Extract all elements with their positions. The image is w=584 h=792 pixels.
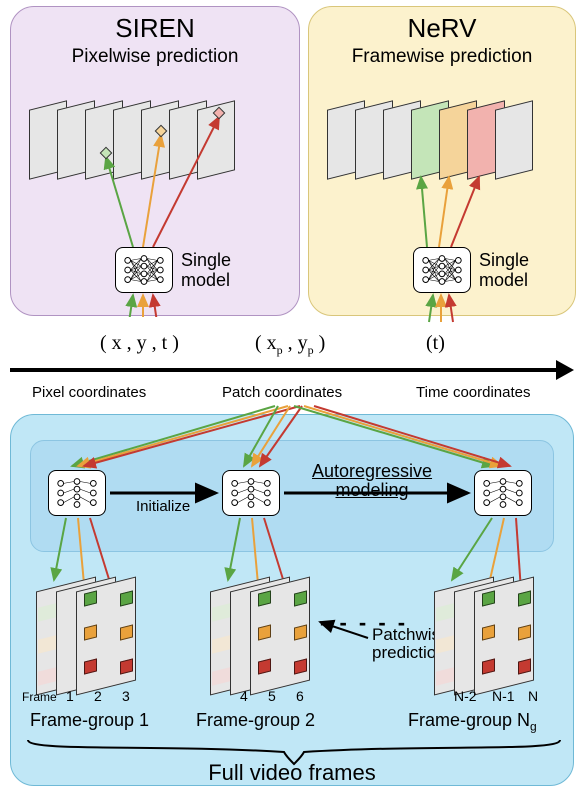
frame-num-6: 6: [296, 688, 304, 704]
frame-num-n: N: [528, 688, 538, 704]
nerv-subtitle: Framewise prediction: [309, 46, 575, 68]
coordinate-axis: [10, 358, 574, 382]
siren-title: SIREN: [11, 13, 299, 44]
nerv-model-icon: [413, 247, 471, 293]
frame-group-3-label: Frame-group Ng: [408, 710, 537, 734]
frame-num-n1: N-1: [492, 688, 515, 704]
frame-num-1: 1: [66, 688, 74, 704]
axis-label-patch: Patch coordinates: [222, 384, 342, 401]
frame-num-5: 5: [268, 688, 276, 704]
frame-group-1-label: Frame-group 1: [30, 710, 149, 731]
siren-model-icon: [115, 247, 173, 293]
bottom-model-2: [222, 470, 280, 516]
bottom-model-3: [474, 470, 532, 516]
axis-label-pixel: Pixel coordinates: [32, 384, 146, 401]
frame-prefix: Frame: [22, 690, 57, 704]
frame-num-3: 3: [122, 688, 130, 704]
frame-num-2: 2: [94, 688, 102, 704]
axis-tick-t: (t): [426, 332, 445, 355]
nerv-title: NeRV: [309, 13, 575, 44]
bottom-model-1: [48, 470, 106, 516]
siren-subtitle: Pixelwise prediction: [11, 46, 299, 68]
axis-tick-xyt: ( x , y , t ): [100, 332, 179, 355]
siren-model-label: Single model: [181, 251, 231, 291]
frame-num-n2: N-2: [454, 688, 477, 704]
axis-label-time: Time coordinates: [416, 384, 531, 401]
frame-num-4: 4: [240, 688, 248, 704]
nerv-panel: NeRV Framewise prediction: [308, 6, 576, 316]
axis-tick-xpyp: ( xp , yp ): [255, 332, 325, 358]
autoregressive-label: Autoregressive modeling: [312, 462, 432, 500]
nerv-model-label: Single model: [479, 251, 529, 291]
initialize-label: Initialize: [136, 498, 190, 515]
frame-group-2-label: Frame-group 2: [196, 710, 315, 731]
bottom-caption: Full video frames: [0, 760, 584, 786]
siren-panel: SIREN Pixelwise prediction: [10, 6, 300, 316]
